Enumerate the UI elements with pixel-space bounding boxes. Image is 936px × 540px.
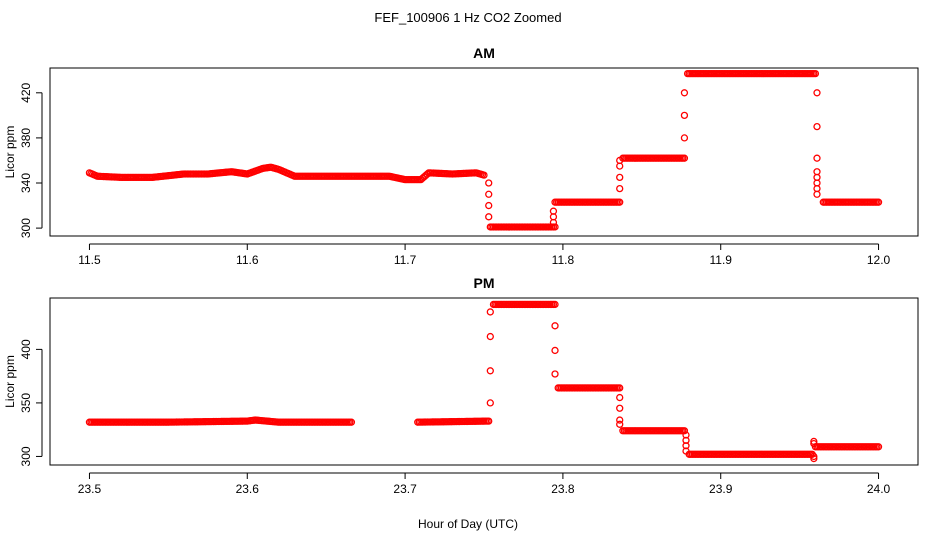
data-point	[551, 346, 559, 355]
data-point	[874, 443, 883, 451]
data-point	[485, 417, 493, 425]
data-point	[616, 156, 624, 165]
panel-am-x-tick-label: 12.0	[867, 253, 891, 267]
data-point	[813, 190, 821, 198]
data-point	[551, 322, 559, 330]
panel-am-y-tick-label: 420	[19, 82, 33, 102]
panel-pm-ylabel: Licor ppm	[3, 355, 17, 408]
data-point	[616, 184, 624, 193]
panel-am: AM Licor ppm 11.5 11.6 11.7 11.8 11.9 12.0 300…	[3, 45, 919, 267]
data-point	[485, 190, 493, 198]
data-point	[347, 418, 356, 426]
panel-am-x-tick-label: 11.6	[236, 253, 259, 267]
data-point	[485, 201, 493, 210]
panel-pm-x-tick-label: 23.6	[236, 482, 260, 496]
data-point	[680, 134, 689, 142]
data-point	[813, 89, 821, 97]
data-point	[486, 332, 494, 341]
panel-am-y-tick-label: 340	[19, 173, 33, 193]
data-point	[616, 416, 624, 424]
figure-suptitle: FEF_100906 1 Hz CO2 Zoomed	[374, 10, 561, 25]
panel-am-y-tick-label: 300	[19, 218, 33, 238]
panel-pm-y-tick-label: 300	[19, 446, 33, 466]
data-point	[616, 173, 624, 182]
data-point	[813, 122, 821, 131]
panel-pm-x-tick-label: 23.8	[551, 482, 575, 496]
data-point	[486, 399, 494, 407]
data-point	[616, 404, 624, 412]
panel-pm: PM Licor ppm 23.5 23.6 23.7 23.8 23.9 24.0 300…	[3, 275, 919, 496]
panel-pm-y-tick-label: 350	[19, 393, 33, 413]
data-point	[485, 213, 493, 221]
data-point	[551, 223, 559, 231]
panel-am-x-tick-label: 11.8	[552, 253, 575, 267]
data-point	[680, 111, 689, 120]
data-point	[486, 308, 494, 316]
data-point	[682, 442, 690, 450]
panel-pm-x-tick-label: 23.5	[78, 482, 102, 496]
panel-am-y-tick-label: 380	[19, 128, 33, 148]
data-point	[680, 427, 689, 435]
data-point	[616, 384, 624, 392]
data-point	[810, 452, 818, 461]
data-point	[680, 154, 689, 162]
panel-pm-title: PM	[474, 275, 495, 291]
data-point	[682, 447, 690, 455]
panel-pm-x-tick-label: 24.0	[867, 482, 891, 496]
data-point	[486, 367, 494, 375]
data-point	[616, 198, 624, 206]
panel-am-points	[85, 69, 883, 231]
panel-pm-y-tick-label: 400	[19, 339, 33, 359]
data-point	[485, 179, 493, 187]
data-point	[810, 454, 818, 463]
panel-pm-points	[85, 300, 883, 463]
panel-am-frame	[49, 67, 919, 237]
data-point	[480, 171, 488, 179]
data-point	[810, 439, 818, 448]
data-point	[551, 370, 559, 378]
panel-pm-x-tick-label: 23.9	[709, 482, 733, 496]
panel-am-ylabel: Licor ppm	[3, 126, 17, 179]
panel-am-title: AM	[473, 45, 495, 61]
data-point	[616, 393, 624, 402]
panel-pm-x-tick-label: 23.7	[393, 482, 417, 496]
panel-am-x-tick-label: 11.9	[709, 253, 732, 267]
data-point	[549, 207, 558, 215]
data-point	[874, 198, 883, 206]
data-point	[810, 437, 818, 446]
panel-am-x-tick-label: 11.5	[78, 253, 101, 267]
panel-pm-frame	[49, 297, 919, 466]
data-point	[551, 300, 559, 309]
figure-xlabel: Hour of Day (UTC)	[418, 517, 518, 531]
panel-am-x-tick-label: 11.7	[394, 253, 417, 267]
data-point	[616, 420, 624, 428]
data-point	[680, 89, 689, 97]
data-point	[811, 69, 820, 78]
data-point	[813, 154, 821, 162]
